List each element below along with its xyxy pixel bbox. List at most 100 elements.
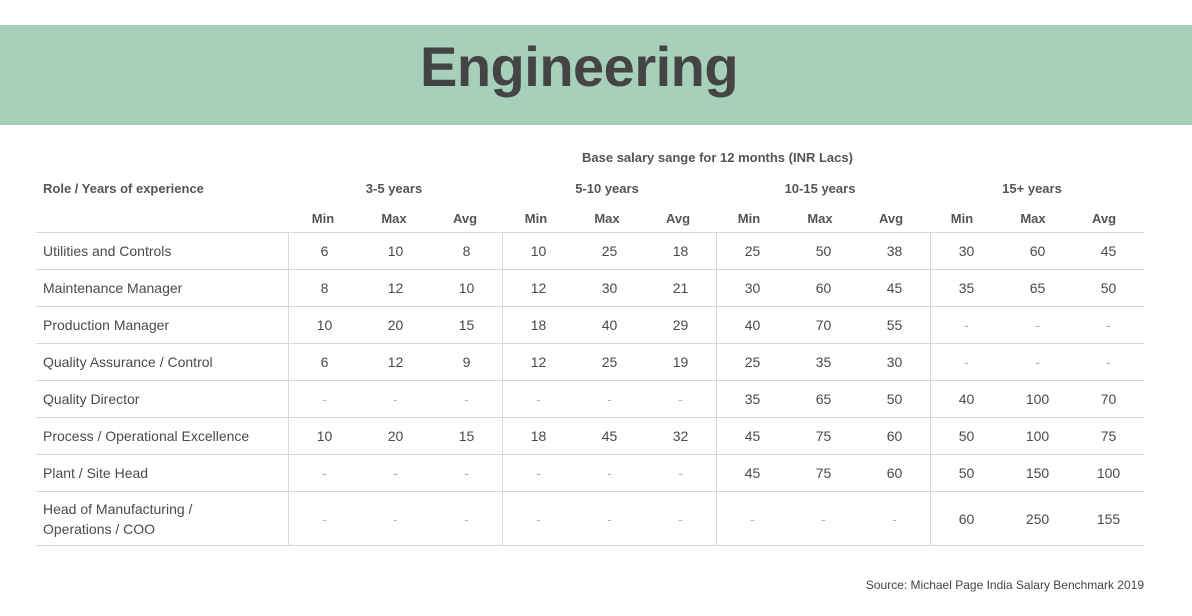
row-role-label: Quality Director — [36, 380, 289, 418]
sub-header-avg: Avg — [878, 211, 904, 226]
sub-header-min: Min — [311, 211, 335, 226]
table-cell: 65 — [1002, 269, 1073, 307]
table-cell: 6 — [288, 343, 360, 381]
table-cell: 50 — [859, 380, 931, 418]
table-cell: - — [645, 380, 717, 418]
table-cell: - — [859, 491, 931, 546]
sub-header-avg: Avg — [452, 211, 478, 226]
table-row: Production Manager 10 20 15 18 40 29 40 70 55- - - — [36, 306, 1144, 344]
table-cell: 9 — [431, 343, 503, 381]
group-header-15-plus: 15+ years — [1002, 181, 1062, 196]
table-cell: 40 — [716, 306, 788, 344]
title-banner: Engineering — [0, 25, 1192, 125]
table-row: Head of Manufacturing / Operations / COO -… — [36, 491, 1144, 546]
row-role-label: Head of Manufacturing / Operations / COO — [36, 491, 289, 546]
table-cell: 12 — [360, 343, 431, 381]
table-row: Process / Operational Excellence 10 20 15 18… — [36, 417, 1144, 455]
table-cell: 18 — [645, 232, 717, 270]
table-cell: 55 — [859, 306, 931, 344]
table-cell: - — [930, 343, 1002, 381]
source-note: Source: Michael Page India Salary Benchm… — [865, 578, 1144, 592]
sub-header-min: Min — [737, 211, 761, 226]
table-cell: 12 — [502, 269, 574, 307]
table-cell: - — [502, 491, 574, 546]
table-cell: 8 — [431, 232, 503, 270]
role-column-header: Role / Years of experience — [43, 181, 204, 196]
table-cell: 50 — [930, 417, 1002, 455]
table-cell: 10 — [360, 232, 431, 270]
table-cell: - — [574, 491, 645, 546]
row-role-label: Plant / Site Head — [36, 454, 289, 492]
table-cell: 25 — [716, 343, 788, 381]
row-role-line: Operations / COO — [43, 520, 156, 537]
group-header-10-15: 10-15 years — [784, 181, 856, 196]
table-cell: 50 — [1073, 269, 1144, 307]
table-cell: 45 — [574, 417, 645, 455]
sub-header-max: Max — [381, 211, 407, 226]
table-cell: 8 — [288, 269, 360, 307]
table-cell: - — [431, 380, 503, 418]
row-role-label: Production Manager — [36, 306, 289, 344]
table-row: Quality Assurance / Control 6 12 9 12 25 19 25 3… — [36, 343, 1144, 381]
table-cell: 250 — [1002, 491, 1073, 546]
table-cell: - — [288, 491, 360, 546]
salary-table: Utilities and Controls 6 10 8 10 25 18 25 50 38 30… — [36, 232, 1144, 546]
table-cell: - — [431, 491, 503, 546]
table-cell: - — [645, 454, 717, 492]
table-cell: 50 — [788, 232, 859, 270]
table-cell: 10 — [288, 417, 360, 455]
table-cell: 45 — [859, 269, 931, 307]
table-cell: - — [645, 491, 717, 546]
table-cell: 30 — [859, 343, 931, 381]
table-cell: 100 — [1002, 417, 1073, 455]
table-cell: 100 — [1002, 380, 1073, 418]
table-row: Quality Director - - - - - -35 65 50 40 100 70 — [36, 380, 1144, 418]
table-cell: 25 — [574, 232, 645, 270]
table-cell: 60 — [859, 417, 931, 455]
table-cell: 20 — [360, 417, 431, 455]
table-cell: 30 — [930, 232, 1002, 270]
table-cell: 15 — [431, 306, 503, 344]
sub-header-max: Max — [807, 211, 833, 226]
page-title: Engineering — [420, 35, 739, 98]
table-cell: 30 — [574, 269, 645, 307]
table-cell: 19 — [645, 343, 717, 381]
table-cell: 60 — [788, 269, 859, 307]
table-cell: - — [1073, 306, 1144, 344]
table-cell: 10 — [502, 232, 574, 270]
table-cell: - — [431, 454, 503, 492]
table-cell: - — [360, 380, 431, 418]
table-cell: 150 — [1002, 454, 1073, 492]
table-cell: - — [716, 491, 788, 546]
table-cell: 35 — [930, 269, 1002, 307]
table-cell: - — [930, 306, 1002, 344]
table-cell: 40 — [574, 306, 645, 344]
table-cell: 50 — [930, 454, 1002, 492]
table-row: Utilities and Controls 6 10 8 10 25 18 25 50 38 30… — [36, 232, 1144, 270]
table-cell: 12 — [360, 269, 431, 307]
table-cell: 65 — [788, 380, 859, 418]
table-cell: 75 — [788, 417, 859, 455]
table-cell: 12 — [502, 343, 574, 381]
sub-header-avg: Avg — [1091, 211, 1117, 226]
table-cell: - — [574, 380, 645, 418]
table-cell: 70 — [1073, 380, 1144, 418]
table-cell: 100 — [1073, 454, 1144, 492]
table-cell: 60 — [859, 454, 931, 492]
table-cell: 60 — [930, 491, 1002, 546]
table-cell: 32 — [645, 417, 717, 455]
table-caption: Base salary sange for 12 months (INR Lac… — [582, 150, 853, 165]
table-cell: - — [1073, 343, 1144, 381]
table-row: Maintenance Manager 8 12 10 12 30 21 30 60 45 35 65… — [36, 269, 1144, 307]
table-cell: 40 — [930, 380, 1002, 418]
table-cell: 35 — [716, 380, 788, 418]
table-cell: 29 — [645, 306, 717, 344]
row-role-label: Process / Operational Excellence — [36, 417, 289, 455]
row-role-line: Head of Manufacturing / — [43, 500, 193, 517]
table-cell: 155 — [1073, 491, 1144, 546]
table-cell: 21 — [645, 269, 717, 307]
table-cell: 75 — [1073, 417, 1144, 455]
table-cell: 25 — [574, 343, 645, 381]
table-cell: 38 — [859, 232, 931, 270]
sub-header-max: Max — [1020, 211, 1046, 226]
